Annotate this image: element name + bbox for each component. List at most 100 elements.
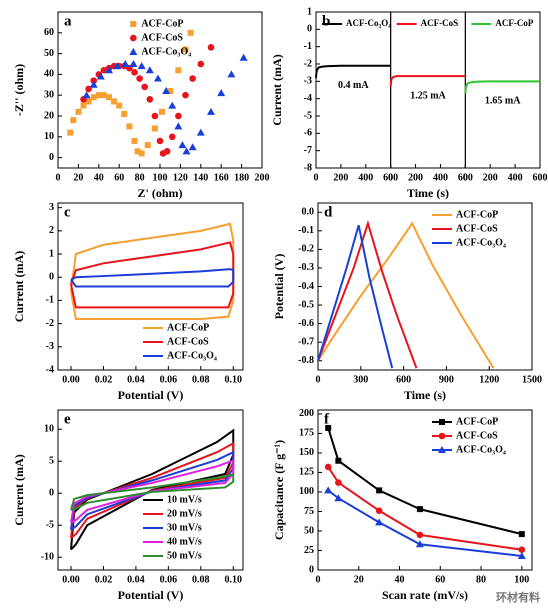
x-tick-label: 300 xyxy=(353,374,368,385)
marker xyxy=(162,87,171,95)
x-tick-label: 1500 xyxy=(522,374,542,385)
panel-label: c xyxy=(64,204,71,220)
marker xyxy=(178,141,187,149)
y-tick-label: -0.2 xyxy=(298,244,314,255)
marker xyxy=(335,457,342,464)
marker xyxy=(85,98,92,105)
x-tick-label: 0.08 xyxy=(192,574,210,585)
marker xyxy=(324,486,333,494)
marker xyxy=(96,72,105,80)
x-tick-label: 140 xyxy=(193,172,208,183)
x-tick-label: 200 xyxy=(255,172,270,183)
x-axis-title: Time (s) xyxy=(404,388,446,402)
y-tick-label: 25 xyxy=(304,545,314,556)
annotation: 1.25 mA xyxy=(410,90,446,101)
marker xyxy=(197,60,205,68)
marker xyxy=(239,53,248,61)
y-tick-label: 1 xyxy=(307,6,312,17)
x-axis-title: Time (s) xyxy=(407,186,449,200)
marker xyxy=(90,94,97,101)
legend-label: ACF-Co₃O₄ xyxy=(167,350,217,361)
marker xyxy=(518,531,525,538)
x-tick-label: 400 xyxy=(508,172,523,183)
x-tick-label: 1200 xyxy=(479,374,499,385)
watermark: 环材有料 xyxy=(496,590,540,604)
marker xyxy=(167,88,174,95)
marker xyxy=(137,62,146,70)
x-tick-label: 0 xyxy=(56,172,61,183)
panel-label: f xyxy=(324,411,330,427)
marker xyxy=(131,69,138,76)
y-tick-label: 20 xyxy=(44,110,54,121)
x-tick-label: 160 xyxy=(214,172,229,183)
legend-label: ACF-CoP xyxy=(456,209,498,220)
legend-swatch xyxy=(129,48,138,55)
marker xyxy=(153,74,162,82)
legend-label: ACF-CoP xyxy=(167,322,209,333)
legend-label: ACF-CoP xyxy=(456,416,498,427)
marker xyxy=(517,551,526,559)
legend-label: 40 mV/s xyxy=(167,536,202,547)
y-axis-title: Capacitance (F g⁻¹) xyxy=(272,440,286,540)
annotation: 0.4 mA xyxy=(338,80,369,91)
legend-label: 50 mV/s xyxy=(167,550,202,561)
legend-label: ACF-Co₃O₄ xyxy=(456,237,506,248)
y-tick-label: 150 xyxy=(299,447,314,458)
y-tick-label: -3 xyxy=(304,76,312,87)
y-tick-label: 10 xyxy=(44,131,54,142)
legend-label: 10 mV/s xyxy=(167,494,202,505)
marker xyxy=(116,102,123,109)
x-tick-label: 400 xyxy=(358,172,373,183)
legend-swatch xyxy=(438,446,446,453)
marker xyxy=(121,60,130,67)
y-tick-label: 100 xyxy=(299,486,314,497)
marker xyxy=(82,91,91,99)
y-tick-label: 2 xyxy=(49,225,54,236)
legend-label: ACF-CoS xyxy=(141,32,183,43)
marker xyxy=(189,75,196,82)
marker xyxy=(67,129,74,136)
y-tick-label: 3 xyxy=(49,202,54,213)
x-tick-label: 80 xyxy=(135,172,145,183)
x-tick-label: 0 xyxy=(463,172,468,183)
marker xyxy=(335,479,342,486)
marker xyxy=(70,117,77,124)
y-tick-label: -0.5 xyxy=(298,299,314,310)
legend-label: 20 mV/s xyxy=(167,508,202,519)
legend-label: ACF-CoS xyxy=(421,18,459,28)
legend-label: ACF-CoS xyxy=(456,223,498,234)
series-line xyxy=(317,221,495,369)
marker xyxy=(134,148,141,155)
legend-swatch xyxy=(130,21,137,27)
legend-label: ACF-CoS xyxy=(167,336,209,347)
y-tick-label: -5 xyxy=(304,110,312,121)
y-tick-label: -0.4 xyxy=(298,281,314,292)
marker xyxy=(175,112,182,120)
y-tick-label: 175 xyxy=(299,428,314,439)
marker xyxy=(518,546,526,554)
y-axis-title: Current (mA) xyxy=(12,251,26,322)
y-tick-label: 200 xyxy=(299,408,314,419)
marker xyxy=(138,150,145,157)
marker xyxy=(113,62,122,70)
x-tick-label: 600 xyxy=(533,172,548,183)
annotation: 1.65 mA xyxy=(485,96,521,107)
x-tick-label: 0.00 xyxy=(62,374,80,385)
marker xyxy=(188,143,197,151)
x-tick-label: 200 xyxy=(408,172,423,183)
y-tick-label: -0.1 xyxy=(298,225,314,236)
marker xyxy=(151,112,159,120)
marker xyxy=(416,506,423,513)
marker xyxy=(126,123,133,130)
marker xyxy=(217,89,226,97)
x-tick-label: 100 xyxy=(514,574,529,585)
y-tick-label: -1 xyxy=(304,41,312,52)
legend-label: ACF-CoP xyxy=(495,18,533,28)
x-tick-label: 120 xyxy=(173,172,188,183)
y-tick-label: 5 xyxy=(49,455,54,466)
legend-label: 30 mV/s xyxy=(167,522,202,533)
panel-label: e xyxy=(64,411,71,427)
marker xyxy=(156,137,164,145)
x-axis-title: Scan rate (mV/s) xyxy=(382,588,468,602)
marker xyxy=(105,66,113,74)
